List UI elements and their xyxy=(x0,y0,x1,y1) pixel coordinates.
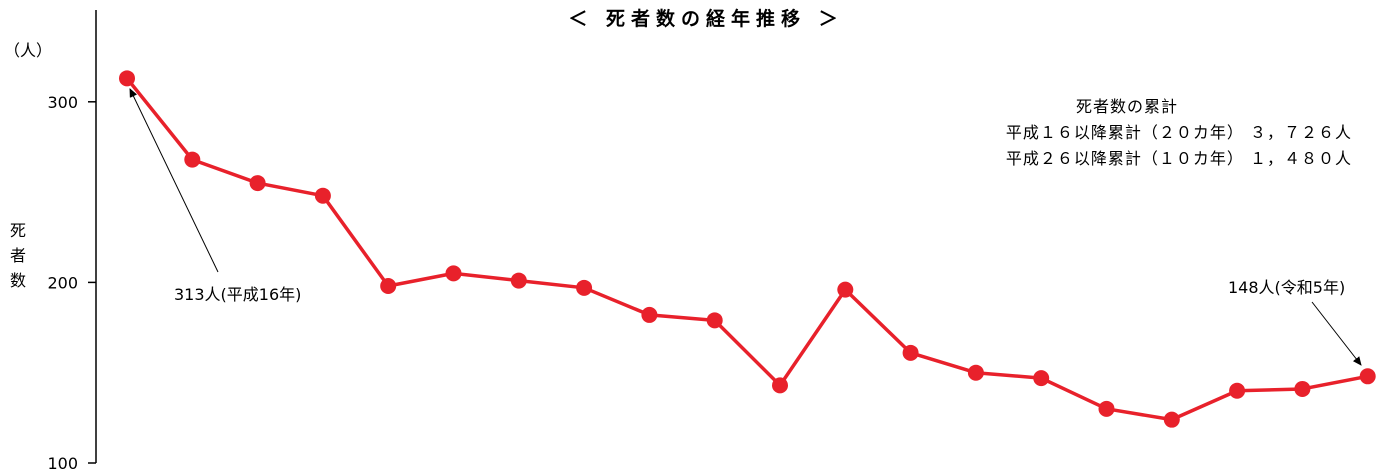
data-point xyxy=(1359,368,1376,385)
data-point xyxy=(314,187,331,204)
y-tick-label: 100 xyxy=(47,454,78,473)
summary-heading: 死者数の累計 xyxy=(1076,97,1178,116)
data-point xyxy=(1098,400,1115,417)
data-point xyxy=(119,70,135,87)
annotation-arrow-end xyxy=(1311,301,1362,366)
y-axis-label-char-3: 数 xyxy=(10,271,26,290)
y-tick-label: 300 xyxy=(47,93,78,112)
data-point xyxy=(184,151,201,168)
data-point xyxy=(1033,370,1050,387)
data-point xyxy=(1163,411,1180,428)
y-axis-label-char-1: 死 xyxy=(10,221,26,240)
annotation-start-label: 313人(平成16年) xyxy=(174,285,301,304)
y-unit-label: （人） xyxy=(4,41,52,60)
series-line xyxy=(125,77,1369,422)
summary-line-1: 平成１６以降累計（２０カ年） ３，７２６人 xyxy=(1006,123,1352,142)
data-point xyxy=(772,377,788,394)
annotation-end-label: 148人(令和5年) xyxy=(1228,278,1345,297)
chart-title: ＜ 死者数の経年推移 ＞ xyxy=(568,7,843,30)
data-point xyxy=(706,312,723,329)
data-point xyxy=(641,306,658,323)
data-point xyxy=(380,278,397,295)
series-group xyxy=(119,70,1376,428)
data-point xyxy=(1229,382,1246,399)
y-axis-label-char-2: 者 xyxy=(10,246,26,265)
data-point xyxy=(837,281,854,298)
data-point xyxy=(445,265,462,282)
data-point xyxy=(1294,380,1311,397)
data-point xyxy=(967,364,984,381)
data-point xyxy=(576,279,593,296)
data-point xyxy=(510,272,527,289)
data-point xyxy=(902,344,919,361)
data-point xyxy=(249,175,266,192)
y-tick-label: 200 xyxy=(47,273,78,292)
summary-line-2: 平成２６以降累計（１０カ年） １，４８０人 xyxy=(1006,149,1352,168)
y-ticks: 100 200 300 xyxy=(47,93,96,473)
annotation-arrow-start xyxy=(129,88,219,273)
